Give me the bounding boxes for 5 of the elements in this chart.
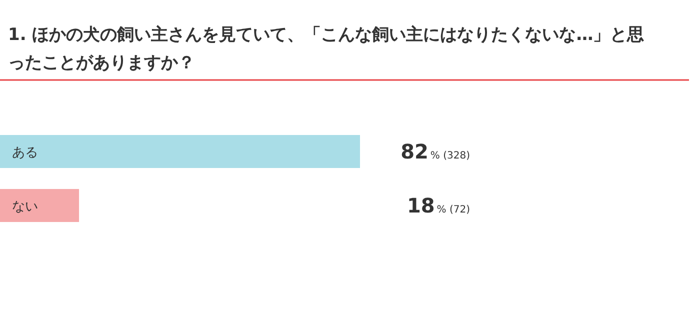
- y-tick-label: ない: [12, 200, 38, 214]
- y-tick-label: ある: [12, 146, 38, 160]
- data-label: 18% (72): [406, 194, 470, 218]
- data-label: 82% (328): [400, 140, 470, 164]
- chart-title: 1. ほかの犬の飼い主さんを見ていて、「こんな飼い主にはなりたくないな…」と思ったことがありますか？: [8, 25, 644, 73]
